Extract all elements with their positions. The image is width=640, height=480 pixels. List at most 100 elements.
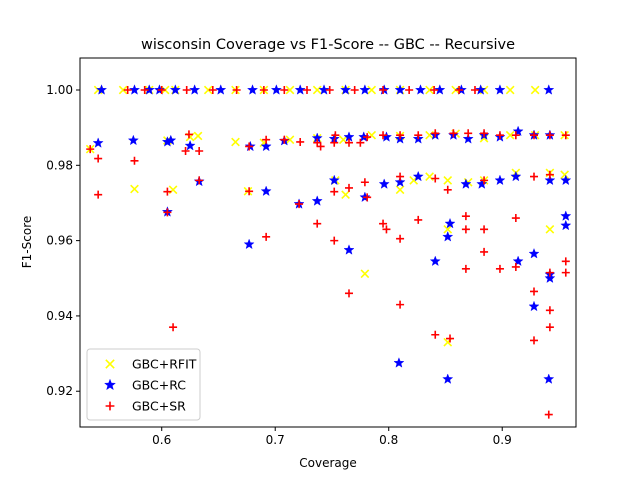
data-point xyxy=(165,134,177,146)
data-point xyxy=(544,174,556,186)
data-point xyxy=(431,330,440,339)
data-point xyxy=(545,224,555,234)
data-point xyxy=(396,300,405,309)
data-point xyxy=(528,248,540,259)
x-tick-label: 0.7 xyxy=(266,433,285,447)
data-point xyxy=(247,84,259,95)
data-point xyxy=(379,219,388,228)
data-point xyxy=(296,137,305,146)
data-point xyxy=(328,174,340,186)
data-point xyxy=(184,130,193,139)
data-point xyxy=(512,125,524,137)
data-point xyxy=(86,145,95,154)
legend-marker xyxy=(104,378,116,391)
data-point xyxy=(280,135,289,144)
data-point xyxy=(442,373,454,384)
data-point xyxy=(543,373,555,384)
data-point xyxy=(344,183,353,192)
data-point xyxy=(505,130,515,140)
data-point xyxy=(169,84,181,95)
data-point xyxy=(193,131,203,141)
legend-box xyxy=(86,348,201,421)
legend-marker xyxy=(105,401,115,411)
data-point xyxy=(379,86,388,95)
legend-label: GBC+SR xyxy=(132,399,186,414)
data-point xyxy=(544,410,553,419)
data-point xyxy=(92,137,104,148)
x-axis: 0.6 0.7 0.8 0.9 xyxy=(152,427,512,447)
data-point xyxy=(157,86,166,95)
x-axis-title: Coverage xyxy=(299,456,357,470)
data-point xyxy=(461,212,470,221)
data-point xyxy=(262,232,271,241)
data-point xyxy=(270,84,282,95)
data-point xyxy=(434,84,446,95)
data-point xyxy=(480,129,489,138)
data-point xyxy=(480,176,489,185)
data-point xyxy=(295,200,304,209)
data-point xyxy=(181,147,190,156)
data-point xyxy=(545,268,554,277)
data-point xyxy=(356,138,365,147)
data-point xyxy=(394,176,406,187)
x-tick-label: 0.9 xyxy=(493,433,512,447)
data-point xyxy=(530,336,539,345)
data-point xyxy=(331,131,340,140)
data-point xyxy=(208,86,217,95)
data-point xyxy=(443,185,452,194)
data-point xyxy=(510,170,522,182)
data-point xyxy=(363,133,372,142)
legend-label: GBC+RC xyxy=(132,378,186,393)
data-point xyxy=(182,86,191,95)
data-point xyxy=(360,269,370,279)
data-point xyxy=(330,236,339,245)
data-point xyxy=(350,86,359,95)
data-point xyxy=(231,137,240,147)
legend: GBC+RFIT GBC+RC GBC+SR xyxy=(86,348,201,421)
data-point xyxy=(505,85,515,95)
data-point xyxy=(344,289,353,298)
data-point xyxy=(560,219,572,231)
data-point xyxy=(511,214,520,223)
data-point xyxy=(340,84,352,95)
data-point xyxy=(455,86,464,95)
series-gbc-sr xyxy=(86,86,570,419)
chart-title: wisconsin Coverage vs F1-Score -- GBC --… xyxy=(141,37,515,53)
data-point xyxy=(561,257,570,266)
data-point xyxy=(318,84,330,95)
data-point xyxy=(511,262,520,271)
data-point xyxy=(245,187,254,196)
data-point xyxy=(415,84,426,95)
data-point xyxy=(460,178,472,189)
data-point xyxy=(449,129,458,138)
data-point xyxy=(189,84,201,95)
data-point xyxy=(325,86,334,95)
data-point xyxy=(360,178,369,187)
data-point xyxy=(94,154,103,163)
data-point xyxy=(530,131,539,140)
data-point xyxy=(260,185,272,196)
data-point xyxy=(414,131,423,140)
data-point xyxy=(215,84,227,95)
data-point xyxy=(475,84,487,95)
y-axis-title: F1-Score xyxy=(20,216,34,268)
data-point xyxy=(430,86,439,95)
data-point xyxy=(130,156,139,165)
data-point xyxy=(431,129,440,138)
data-point xyxy=(442,231,454,242)
data-point xyxy=(312,85,322,95)
y-tick-label: 0.96 xyxy=(46,234,73,248)
data-point xyxy=(94,190,103,199)
data-point xyxy=(123,86,132,95)
data-point xyxy=(494,84,506,95)
data-point xyxy=(495,131,504,140)
data-point xyxy=(545,323,554,332)
data-point xyxy=(561,268,570,277)
plot-frame xyxy=(79,57,577,428)
data-point xyxy=(511,131,520,140)
x-tick-label: 0.8 xyxy=(379,433,398,447)
data-point xyxy=(378,178,390,189)
data-point xyxy=(184,139,196,151)
data-point xyxy=(560,174,572,186)
